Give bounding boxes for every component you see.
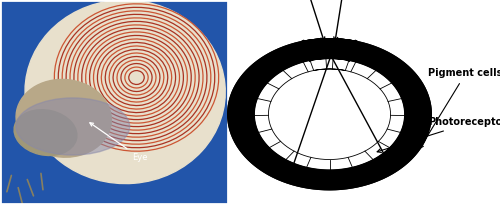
Ellipse shape xyxy=(16,98,130,155)
Text: Photoreceptors: Photoreceptors xyxy=(377,117,500,152)
Text: Pigment cells: Pigment cells xyxy=(420,68,500,149)
Polygon shape xyxy=(228,39,431,190)
Ellipse shape xyxy=(25,0,225,184)
Text: Eye: Eye xyxy=(90,123,148,162)
Ellipse shape xyxy=(14,110,77,155)
Ellipse shape xyxy=(16,79,112,157)
